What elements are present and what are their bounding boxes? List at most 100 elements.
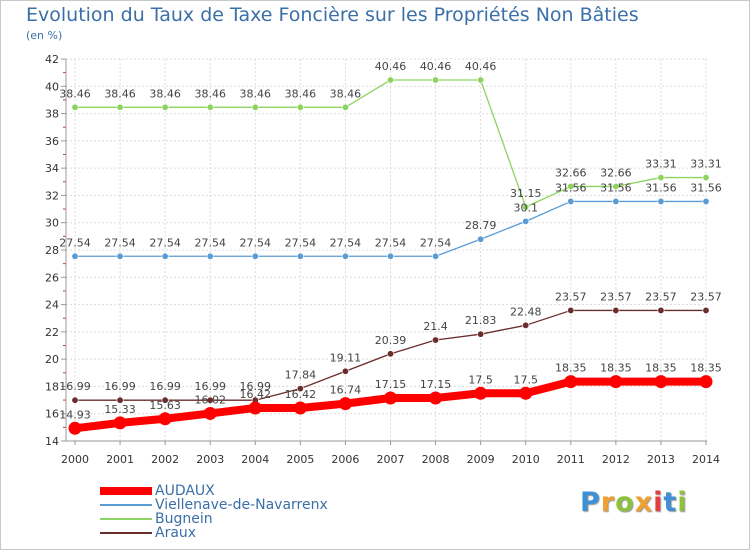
x-tick-label: 2013 [647, 453, 675, 466]
data-label: 16.99 [149, 380, 181, 393]
data-point [612, 182, 620, 190]
legend-swatch [100, 532, 152, 534]
data-label: 20.39 [375, 334, 407, 347]
x-tick-label: 2002 [151, 453, 179, 466]
x-tick-label: 2000 [61, 453, 89, 466]
data-label: 27.54 [104, 236, 136, 249]
data-label: 16.99 [59, 380, 91, 393]
data-label: 23.57 [645, 290, 677, 303]
data-label: 18.35 [600, 362, 632, 375]
legend-label: Bugnein [155, 511, 213, 527]
data-label: 28.79 [465, 219, 497, 232]
x-tick-label: 2009 [467, 453, 495, 466]
data-label: 31.56 [600, 181, 632, 194]
y-tick-label: 36 [45, 135, 59, 148]
data-label: 15.63 [149, 399, 181, 412]
data-label: 31.56 [690, 181, 722, 194]
data-point [116, 103, 124, 111]
data-point [161, 252, 169, 260]
data-point [657, 306, 665, 314]
data-point [609, 375, 623, 389]
chart-title: Evolution du Taux de Taxe Foncière sur l… [26, 4, 639, 26]
data-point [71, 396, 79, 404]
y-tick-label: 22 [45, 326, 59, 339]
data-label: 38.46 [104, 87, 136, 100]
chart-subtitle: (en %) [26, 29, 63, 42]
data-label: 16.99 [194, 380, 226, 393]
data-point [567, 197, 575, 205]
logo-letter: x [634, 487, 654, 518]
data-point [702, 174, 710, 182]
data-point [567, 182, 575, 190]
x-tick-label: 2012 [602, 453, 630, 466]
data-label: 23.57 [555, 290, 587, 303]
data-label: 16.42 [285, 388, 317, 401]
y-tick-label: 42 [45, 53, 59, 66]
line-chart: 14 16 18 20 22 24 26 28 30 32 34 36 38 40 42 2000 2001 20… [45, 53, 722, 466]
data-label: 33.31 [645, 158, 677, 171]
data-point [522, 217, 530, 225]
data-label: 16.02 [194, 393, 226, 406]
logo-letter: i [653, 487, 664, 518]
data-point [432, 252, 440, 260]
data-label: 17.5 [513, 373, 538, 386]
data-label: 18.35 [645, 362, 677, 375]
data-point [203, 406, 217, 420]
data-point [71, 252, 79, 260]
data-point [338, 397, 352, 411]
data-point [612, 306, 620, 314]
legend-swatch [100, 487, 152, 495]
data-label: 38.46 [330, 87, 362, 100]
data-label: 16.42 [240, 388, 272, 401]
data-point [251, 103, 259, 111]
data-label: 17.5 [468, 373, 493, 386]
data-point [206, 252, 214, 260]
data-label: 31.15 [510, 187, 542, 200]
data-point [386, 252, 394, 260]
data-point [341, 367, 349, 375]
data-point [477, 330, 485, 338]
data-label: 40.46 [465, 60, 497, 73]
data-point [477, 235, 485, 243]
y-tick-label: 32 [45, 189, 59, 202]
data-label: 27.54 [194, 236, 226, 249]
data-point [702, 306, 710, 314]
data-label: 33.31 [690, 158, 722, 171]
x-tick-label: 2008 [422, 453, 450, 466]
data-label: 27.54 [149, 236, 181, 249]
data-label: 21.4 [423, 320, 448, 333]
y-tick-label: 38 [45, 108, 59, 121]
data-point [386, 350, 394, 358]
data-label: 38.46 [240, 87, 272, 100]
data-label: 31.56 [555, 181, 587, 194]
data-point [206, 103, 214, 111]
data-label: 16.99 [240, 380, 272, 393]
x-tick-label: 2011 [557, 453, 585, 466]
data-point [71, 103, 79, 111]
data-label: 18.35 [555, 362, 587, 375]
data-point [161, 396, 169, 404]
data-point [654, 375, 668, 389]
data-point [564, 375, 578, 389]
legend-label: AUDAUX [155, 483, 215, 499]
data-label: 14.93 [59, 408, 91, 421]
data-label: 38.46 [149, 87, 181, 100]
legend-label: Araux [155, 525, 197, 541]
x-tick-label: 2010 [512, 453, 540, 466]
data-label: 18.35 [690, 362, 722, 375]
y-tick-label: 14 [45, 435, 59, 448]
data-point [522, 321, 530, 329]
data-label: 27.54 [59, 236, 91, 249]
legend-swatch [100, 518, 152, 520]
x-tick-label: 2005 [286, 453, 314, 466]
y-tick-label: 28 [45, 244, 59, 257]
data-point [519, 386, 533, 400]
data-point [68, 421, 82, 435]
data-label: 38.46 [285, 87, 317, 100]
y-tick-label: 30 [45, 217, 59, 230]
data-point [474, 386, 488, 400]
logo-letter: i [677, 487, 688, 518]
data-label: 23.57 [600, 290, 632, 303]
data-label: 32.66 [555, 166, 587, 179]
y-tick-label: 40 [45, 80, 59, 93]
